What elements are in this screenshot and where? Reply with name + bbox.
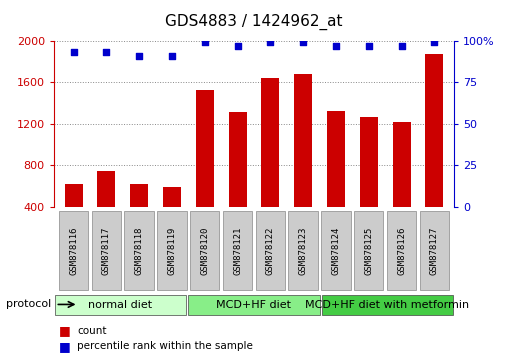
FancyBboxPatch shape [420, 211, 449, 290]
FancyBboxPatch shape [55, 295, 186, 315]
Text: GDS4883 / 1424962_at: GDS4883 / 1424962_at [165, 14, 343, 30]
Text: GSM878125: GSM878125 [364, 226, 373, 275]
Point [430, 40, 439, 45]
Text: protocol: protocol [6, 299, 51, 309]
Bar [228, 113, 247, 207]
Point [233, 43, 242, 48]
Bar [163, 187, 181, 207]
Text: GSM878119: GSM878119 [167, 226, 176, 275]
FancyBboxPatch shape [223, 211, 252, 290]
Text: GSM878116: GSM878116 [69, 226, 78, 275]
FancyBboxPatch shape [124, 211, 154, 290]
Bar [425, 54, 443, 207]
FancyBboxPatch shape [157, 211, 187, 290]
Bar [261, 78, 280, 207]
Text: GSM878121: GSM878121 [233, 226, 242, 275]
Text: normal diet: normal diet [88, 300, 153, 310]
Point [266, 40, 274, 45]
FancyBboxPatch shape [190, 211, 220, 290]
Text: GSM878120: GSM878120 [200, 226, 209, 275]
Bar [360, 116, 378, 207]
FancyBboxPatch shape [59, 211, 88, 290]
Bar [130, 184, 148, 207]
Point [168, 53, 176, 58]
Point [102, 50, 110, 55]
Text: GSM878123: GSM878123 [299, 226, 308, 275]
Text: GSM878127: GSM878127 [430, 226, 439, 275]
Text: ■: ■ [59, 325, 71, 337]
Point [332, 43, 340, 48]
FancyBboxPatch shape [288, 211, 318, 290]
FancyBboxPatch shape [188, 295, 320, 315]
Text: GSM878117: GSM878117 [102, 226, 111, 275]
Point [135, 53, 143, 58]
Text: GSM878122: GSM878122 [266, 226, 275, 275]
Text: GSM878124: GSM878124 [331, 226, 341, 275]
Bar [392, 122, 410, 207]
Point [69, 50, 77, 55]
FancyBboxPatch shape [255, 211, 285, 290]
Bar [294, 74, 312, 207]
Bar [97, 171, 115, 207]
Point [398, 43, 406, 48]
Point [299, 40, 307, 45]
Bar [65, 184, 83, 207]
Point [201, 40, 209, 45]
Text: ■: ■ [59, 340, 71, 353]
Text: GSM878118: GSM878118 [134, 226, 144, 275]
FancyBboxPatch shape [322, 295, 453, 315]
Text: count: count [77, 326, 107, 336]
Bar [327, 112, 345, 207]
FancyBboxPatch shape [92, 211, 121, 290]
Text: MCD+HF diet with metformin: MCD+HF diet with metformin [305, 300, 469, 310]
Text: GSM878126: GSM878126 [397, 226, 406, 275]
Bar [196, 90, 214, 207]
Text: MCD+HF diet: MCD+HF diet [216, 300, 291, 310]
FancyBboxPatch shape [387, 211, 416, 290]
Text: percentile rank within the sample: percentile rank within the sample [77, 341, 253, 351]
FancyBboxPatch shape [354, 211, 384, 290]
FancyBboxPatch shape [321, 211, 351, 290]
Point [365, 43, 373, 48]
